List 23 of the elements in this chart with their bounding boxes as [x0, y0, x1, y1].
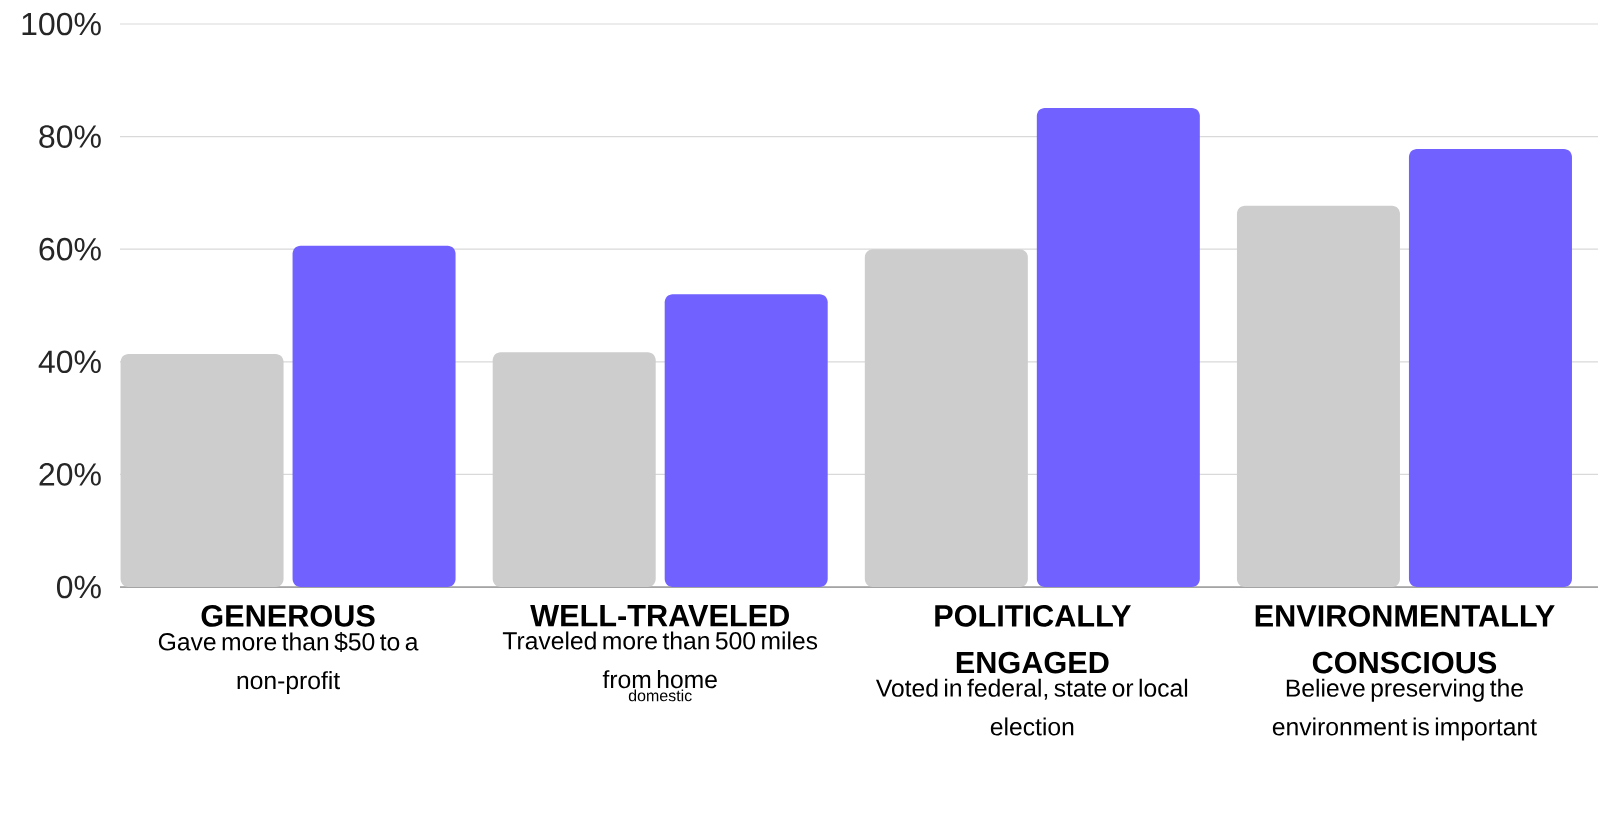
- y-tick-label: 40%: [38, 350, 101, 374]
- x-tick-label: GENEROUS: [201, 605, 375, 627]
- text: Gave more than $50 to a non-profit: [158, 632, 419, 695]
- y-tick-label: 0%: [56, 575, 101, 599]
- bar: [1408, 148, 1572, 587]
- bar: [120, 353, 284, 587]
- x-tick-label: POLITICALLY ENGAGED: [935, 605, 1131, 674]
- text: Believe preserving the environment is important: [1272, 678, 1537, 741]
- x-tick-label: ENVIRONMENTALLY CONSCIOUS: [1255, 605, 1555, 674]
- bar: [1036, 107, 1200, 587]
- text: Traveled more than 500 miles from home: [502, 631, 818, 689]
- y-tick-label: 20%: [39, 463, 101, 486]
- bar: [1236, 205, 1400, 587]
- y-tick-label: 60%: [39, 237, 101, 261]
- text: domestic: [628, 689, 692, 702]
- bar: [864, 249, 1028, 587]
- y-tick-label: 100%: [22, 12, 101, 36]
- y-tick-label: 80%: [39, 125, 101, 148]
- bar: [492, 352, 656, 587]
- bar: [292, 245, 456, 587]
- x-tick-label: WELL-TRAVELED: [530, 605, 789, 627]
- text: Voted in federal, state or local election: [875, 678, 1188, 736]
- bar: [664, 294, 828, 587]
